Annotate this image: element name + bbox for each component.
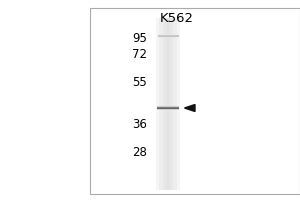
Bar xyxy=(158,35,178,36)
Bar xyxy=(173,18,177,190)
Bar xyxy=(157,110,179,111)
Bar xyxy=(158,37,178,38)
Bar xyxy=(158,37,178,38)
Text: K562: K562 xyxy=(160,12,194,25)
Bar xyxy=(156,18,159,190)
Bar xyxy=(157,110,179,111)
Bar xyxy=(157,106,179,107)
Bar xyxy=(157,106,179,107)
Bar xyxy=(157,105,179,106)
Bar xyxy=(158,37,178,38)
Bar xyxy=(158,35,178,36)
Text: 28: 28 xyxy=(132,146,147,158)
Bar xyxy=(158,38,178,39)
Bar xyxy=(157,105,179,106)
Bar xyxy=(166,18,170,190)
Bar xyxy=(158,36,178,37)
Bar xyxy=(157,107,179,108)
Bar xyxy=(157,107,179,108)
Bar xyxy=(158,38,178,39)
Bar xyxy=(157,107,179,108)
Bar xyxy=(157,109,179,110)
Bar xyxy=(157,105,179,106)
Polygon shape xyxy=(184,104,195,112)
Bar xyxy=(170,18,173,190)
Bar xyxy=(157,107,179,108)
Bar xyxy=(158,33,178,34)
Bar xyxy=(157,109,179,110)
Bar xyxy=(158,36,178,37)
Bar xyxy=(177,18,180,190)
Bar xyxy=(158,34,178,35)
Bar xyxy=(163,18,166,190)
Bar xyxy=(158,36,178,37)
Bar xyxy=(157,108,179,109)
Bar xyxy=(157,108,179,109)
Bar xyxy=(157,110,179,111)
Bar xyxy=(157,108,179,109)
Bar xyxy=(157,108,179,109)
Bar xyxy=(158,34,178,35)
Bar xyxy=(90,8,300,194)
Text: 95: 95 xyxy=(132,31,147,45)
Bar xyxy=(158,36,178,37)
Bar xyxy=(158,37,178,38)
Bar xyxy=(158,35,178,36)
Bar xyxy=(157,105,179,106)
Bar xyxy=(159,18,163,190)
Bar xyxy=(157,109,179,110)
Bar xyxy=(158,34,178,35)
Bar xyxy=(157,110,179,111)
Bar xyxy=(157,106,179,107)
Text: 72: 72 xyxy=(132,47,147,60)
Bar xyxy=(158,35,178,36)
Text: 55: 55 xyxy=(132,75,147,88)
Bar xyxy=(157,106,179,107)
Text: 36: 36 xyxy=(132,117,147,130)
Bar xyxy=(158,33,178,34)
Bar xyxy=(158,34,178,35)
